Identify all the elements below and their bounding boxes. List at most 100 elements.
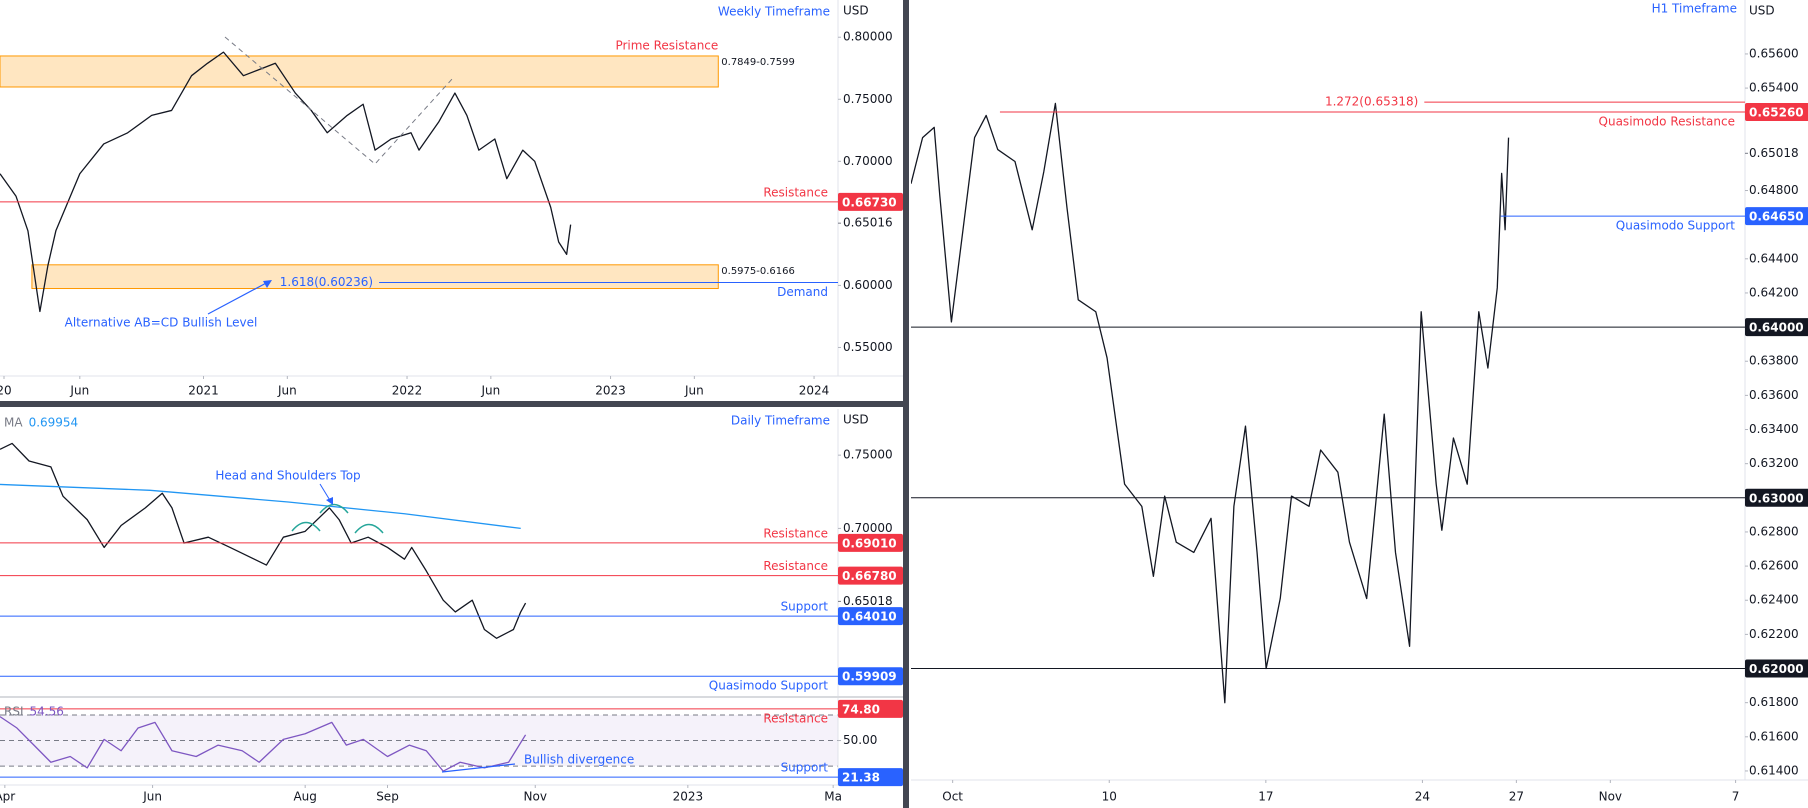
level-name: Quasimodo Resistance [1599,114,1735,128]
price-tag-label: 0.64000 [1749,321,1804,335]
y-tick-label: 0.62600 [1749,559,1799,573]
plot-area [911,102,1510,704]
price-tag [1745,207,1808,226]
y-tick-label: 0.61400 [1749,763,1799,777]
annotation: Head and Shoulders Top [215,469,360,483]
price-line [0,442,527,639]
y-tick-label: 0.61800 [1749,695,1799,709]
level-name: Support [781,600,829,614]
zone-label: 0.7849-0.7599 [721,57,795,68]
y-tick-label: 0.62200 [1749,627,1799,641]
level-name: Demand [777,285,828,299]
price-line [0,51,572,313]
currency-label: USD [1749,4,1775,18]
y-tick-label: 0.63600 [1749,388,1799,402]
zone [0,55,719,88]
price-tag-label: 0.66780 [842,569,897,583]
x-tick-label: 24 [1415,790,1430,804]
y-tick-label: 0.65600 [1749,46,1799,60]
y-tick-label: 50.00 [843,733,877,747]
x-tick-label: Oct [942,790,963,804]
legend-name: RSI [4,705,24,719]
price-tag [1745,488,1808,507]
price-tag-label: 0.62000 [1749,662,1804,676]
panel-divider [903,0,909,808]
price-tag-label: 0.63000 [1749,491,1804,505]
pane-title: H1 Timeframe [1652,2,1737,16]
price-tag [1745,659,1808,678]
plot-area [0,442,527,639]
head-arc [319,503,349,514]
pane-title: Daily Timeframe [731,414,830,428]
price-tag [1745,318,1808,337]
panel-divider [0,401,903,407]
y-tick-label: 0.75000 [843,448,893,462]
x-tick-label: 27 [1509,790,1524,804]
x-tick-label: Jun [277,384,297,398]
x-tick-label: 20 [0,384,12,398]
last-price-label: 0.65016 [843,216,893,230]
zone [31,264,719,290]
legend-name: MA [4,416,23,430]
arrow-head [263,280,272,288]
level-name: Resistance [763,711,828,725]
y-tick-label: 0.65400 [1749,81,1799,95]
price-tag [838,566,903,585]
price-tag-label: 0.69010 [842,536,897,550]
level-name: Quasimodo Support [709,679,829,693]
level-name: Quasimodo Support [1616,219,1736,233]
x-tick-label: Nov [1599,790,1622,804]
level-name: Resistance [763,185,828,199]
y-tick-label: 0.64400 [1749,251,1799,265]
annotation-arrow [207,280,271,315]
y-tick-label: 0.75000 [843,92,893,106]
y-tick-label: 0.62400 [1749,593,1799,607]
y-tick-label: 0.63400 [1749,422,1799,436]
x-tick-label: Aug [293,790,316,804]
price-tag-label: 21.38 [842,771,880,785]
last-price-label: 0.65018 [843,594,893,608]
price-line [0,483,521,530]
x-tick-label: Jun [480,384,500,398]
shoulder-arc [354,523,384,534]
x-tick-label: 2022 [392,384,423,398]
x-tick-label: Nov [524,790,547,804]
x-tick-label: Jun [684,384,704,398]
x-tick-label: 2021 [188,384,219,398]
annotation: Bullish divergence [524,753,634,767]
arrow-head [326,497,333,505]
x-tick-label: Jun [142,790,162,804]
y-tick-label: 0.63800 [1749,354,1799,368]
x-tick-label: 2023 [673,790,704,804]
legend-value: 0.69954 [29,416,79,430]
x-tick-label: Ma [824,790,842,804]
legend-value: 54.56 [30,705,64,719]
y-tick-label: 0.55000 [843,340,893,354]
x-tick-label: 10 [1102,790,1117,804]
y-tick-label: 0.64800 [1749,183,1799,197]
level-name: Support [781,761,829,775]
price-tag-label: 0.65260 [1749,105,1804,119]
y-tick-label: 0.64200 [1749,285,1799,299]
annotation: Alternative AB=CD Bullish Level [65,316,258,330]
price-tag [838,667,903,686]
price-tag-label: 74.80 [842,702,880,716]
zone-name: Prime Resistance [615,38,718,52]
y-tick-label: 0.60000 [843,278,893,292]
price-tag-label: 0.64010 [842,610,897,624]
y-tick-label: 0.70000 [843,521,893,535]
x-tick-label: 17 [1258,790,1273,804]
level-name: Resistance [763,559,828,573]
divergence-line [441,763,516,773]
price-tag [838,699,903,718]
currency-label: USD [843,4,869,18]
x-tick-label: Sep [376,790,399,804]
price-tag [838,768,903,787]
price-tag [838,607,903,626]
price-line [0,716,527,772]
zone-label: 0.5975-0.6166 [721,266,795,277]
y-tick-label: 0.80000 [843,30,893,44]
price-tag [838,533,903,552]
